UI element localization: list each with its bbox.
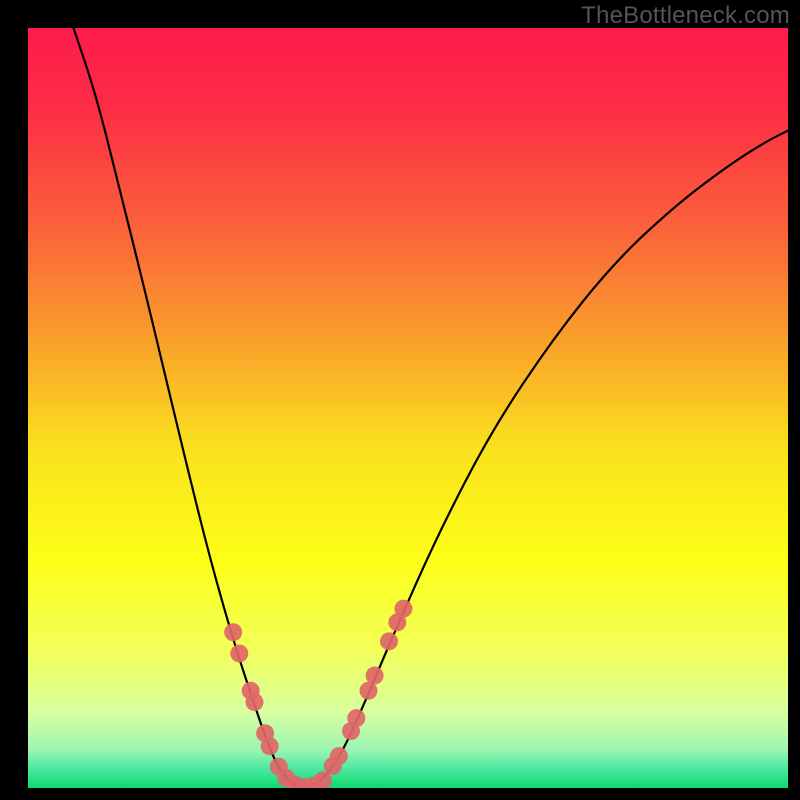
- data-point: [245, 693, 263, 711]
- data-point: [366, 667, 384, 685]
- plot-area: [28, 28, 788, 788]
- data-point: [261, 737, 279, 755]
- data-point: [380, 632, 398, 650]
- watermark-label: TheBottleneck.com: [581, 2, 790, 30]
- chart-svg: [28, 28, 788, 788]
- gradient-background: [28, 28, 788, 788]
- chart-frame: TheBottleneck.com: [0, 0, 800, 800]
- data-point: [230, 644, 248, 662]
- data-point: [330, 747, 348, 765]
- data-point: [394, 600, 412, 618]
- data-point: [224, 623, 242, 641]
- data-point: [347, 709, 365, 727]
